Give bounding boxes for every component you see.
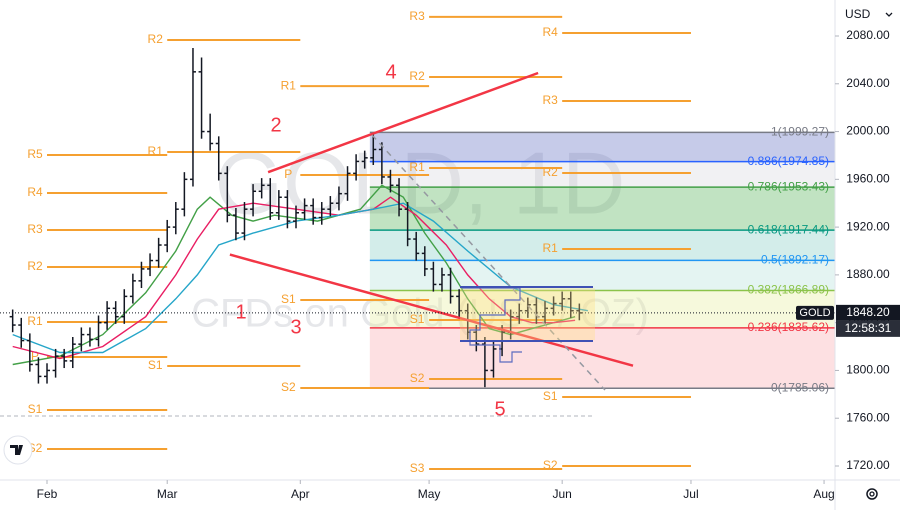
pivot-label: R1 xyxy=(281,78,297,92)
y-tick-label: 1920.00 xyxy=(846,219,890,233)
pivot-label: R3 xyxy=(409,9,425,23)
fib-label: 0.5(1892.17) xyxy=(761,253,829,267)
fib-label: 0.786(1953.43) xyxy=(748,179,829,193)
pivot-label: S2 xyxy=(281,380,296,394)
pivot-label: S1 xyxy=(281,292,296,306)
y-tick-label: 1800.00 xyxy=(846,363,890,377)
pivot-label: S1 xyxy=(148,358,163,372)
y-tick-label: 1960.00 xyxy=(846,172,890,186)
pivot-label: S1 xyxy=(28,402,43,416)
pivot-label: R2 xyxy=(148,32,164,46)
y-tick-label: 1720.00 xyxy=(846,458,890,472)
trendline xyxy=(267,71,539,174)
fib-band xyxy=(369,187,835,231)
pivot-label: S1 xyxy=(410,312,425,326)
settings-button[interactable] xyxy=(866,488,878,500)
volume-profile-outline xyxy=(462,287,522,363)
price-label: 1848.20 xyxy=(846,305,890,319)
volume-profile xyxy=(460,288,595,340)
x-tick-label: Apr xyxy=(291,487,310,501)
pivot-label: R2 xyxy=(409,69,425,83)
pivot-label: R2 xyxy=(27,259,43,273)
pivot-label: P xyxy=(284,167,292,181)
pivot-label: P xyxy=(31,349,39,363)
symbol-label: GOLD xyxy=(799,307,830,319)
x-tick-label: Mar xyxy=(157,487,178,501)
projection-line xyxy=(371,134,606,391)
fib-band xyxy=(369,290,835,328)
pivot-label: R2 xyxy=(543,165,559,179)
dropdown-icon[interactable] xyxy=(885,12,893,17)
overlay xyxy=(0,134,606,417)
plot-area: GOLD, 1D CFDs on Gold (US$ / OZ) 1(1999.… xyxy=(0,9,835,475)
pivot-label: S2 xyxy=(543,458,558,472)
currency[interactable]: USD xyxy=(845,7,871,21)
pivot-label: S3 xyxy=(410,461,425,475)
currency-button[interactable]: USD xyxy=(845,7,893,21)
pivot-label: S2 xyxy=(410,371,425,385)
gear-center[interactable] xyxy=(869,491,875,497)
fib-label: 0(1785.06) xyxy=(771,380,829,394)
fib-label: 0.382(1866.89) xyxy=(748,283,829,297)
pivot-label: R1 xyxy=(148,144,164,158)
pivot-label: S1 xyxy=(543,389,558,403)
x-tick-label: May xyxy=(418,487,441,501)
fib-band xyxy=(369,132,835,162)
y-tick-label: 2080.00 xyxy=(846,28,890,42)
x-tick-label: Aug xyxy=(813,487,834,501)
y-tick-label: 1880.00 xyxy=(846,267,890,281)
pivot-label: R1 xyxy=(409,160,425,174)
fib-label: 0.618(1917.44) xyxy=(748,222,829,236)
countdown-tag xyxy=(836,320,900,337)
x-tick-label: Feb xyxy=(37,487,58,501)
tv-logo[interactable] xyxy=(3,435,33,465)
x-tick-label: Jul xyxy=(683,487,698,501)
fib-label: 1(1999.27) xyxy=(771,125,829,139)
y-tick-label: 2000.00 xyxy=(846,124,890,138)
pivot-label: R4 xyxy=(27,185,43,199)
y-tick-label: 2040.00 xyxy=(846,76,890,90)
wave-label: 1 xyxy=(235,301,246,323)
pivot-label: R1 xyxy=(543,241,559,255)
x-tick-label: Jun xyxy=(552,487,571,501)
price-tag xyxy=(836,304,900,321)
pivot-label: R4 xyxy=(543,25,559,39)
gear-ring[interactable] xyxy=(866,488,878,500)
wave-label: 4 xyxy=(385,61,396,83)
symbol-tag xyxy=(796,305,834,320)
wave-label: 3 xyxy=(290,316,301,338)
fib-label: 0.236(1835.62) xyxy=(748,320,829,334)
y-tick-label: 1760.00 xyxy=(846,410,890,424)
pivot-label: R5 xyxy=(27,147,43,161)
wave-label: 5 xyxy=(494,398,505,420)
pivot-label: R3 xyxy=(27,222,43,236)
pivot-label: R3 xyxy=(543,93,559,107)
logo-mark[interactable] xyxy=(10,445,23,455)
fib-band xyxy=(369,161,835,188)
pivot-label: R1 xyxy=(27,314,43,328)
fib-band xyxy=(369,230,835,261)
countdown-label: 12:58:31 xyxy=(845,321,892,335)
wave-label: 2 xyxy=(270,114,281,136)
fib-label: 0.886(1974.85) xyxy=(748,154,829,168)
